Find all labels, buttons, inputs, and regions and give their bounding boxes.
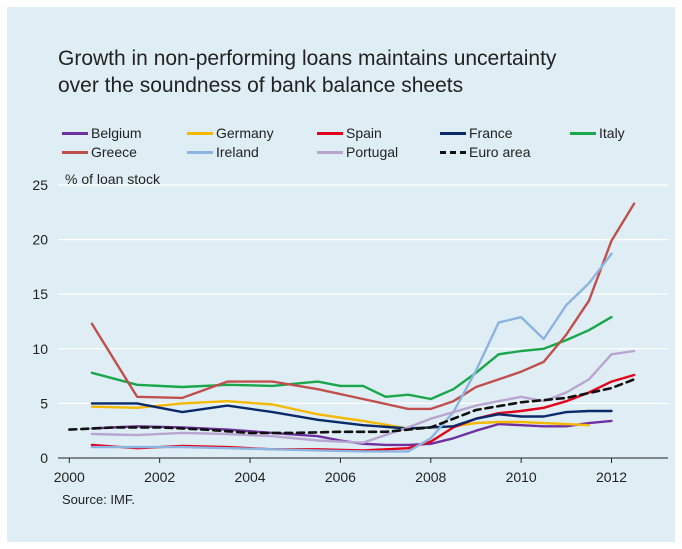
y-axis-unit-label: % of loan stock — [65, 171, 160, 187]
chart-title: Growth in non-performing loans maintains… — [58, 45, 658, 99]
source-note: Source: IMF. — [62, 492, 135, 507]
legend-label-greece: Greece — [91, 144, 137, 160]
legend-swatch-spain — [317, 131, 343, 135]
legend-label-italy: Italy — [599, 125, 625, 141]
chart-legend: Belgium Germany Spain France Italy Greec… — [62, 125, 662, 163]
x-tick-label-2008: 2008 — [415, 469, 446, 485]
series-line-portugal — [90, 349, 636, 444]
x-tick-label-2000: 2000 — [54, 469, 85, 485]
legend-label-belgium: Belgium — [91, 125, 142, 141]
series-lines — [68, 202, 636, 453]
axes: 2000 2002 2004 2006 2008 2010 2012 0 5 10 15 20 25 — [32, 177, 668, 485]
legend-label-spain: Spain — [346, 125, 382, 141]
gridlines — [58, 184, 668, 404]
y-tick-label-15: 15 — [32, 286, 48, 302]
legend-item-spain: Spain — [317, 125, 382, 141]
y-tick-label-25: 25 — [32, 177, 48, 193]
chart-panel — [7, 7, 675, 542]
legend-label-germany: Germany — [216, 125, 274, 141]
legend-swatch-france — [440, 131, 466, 135]
series-line-greece — [90, 202, 636, 411]
legend-item-ireland: Ireland — [187, 144, 259, 160]
chart-title-line-1: Growth in non-performing loans maintains… — [58, 47, 557, 70]
x-tick-label-2002: 2002 — [144, 469, 175, 485]
y-tick-label-10: 10 — [32, 341, 48, 357]
x-tick-label-2006: 2006 — [325, 469, 356, 485]
legend-item-belgium: Belgium — [62, 125, 142, 141]
series-line-euro-area — [68, 378, 636, 435]
legend-swatch-greece — [62, 150, 88, 154]
legend-item-italy: Italy — [570, 125, 625, 141]
x-tick-label-2010: 2010 — [506, 469, 537, 485]
legend-label-euro-area: Euro area — [469, 144, 531, 160]
legend-swatch-euro-area — [440, 150, 466, 154]
x-tick-label-2004: 2004 — [234, 469, 265, 485]
chart-title-line-2: over the soundness of bank balance sheet… — [58, 74, 464, 97]
legend-swatch-belgium — [62, 131, 88, 135]
y-tick-label-0: 0 — [40, 450, 48, 466]
legend-item-france: France — [440, 125, 513, 141]
legend-item-greece: Greece — [62, 144, 137, 160]
legend-swatch-germany — [187, 131, 213, 135]
legend-item-germany: Germany — [187, 125, 274, 141]
y-tick-label-5: 5 — [40, 395, 48, 411]
series-line-ireland — [90, 252, 613, 453]
x-tick-label-2012: 2012 — [596, 469, 627, 485]
series-line-belgium — [90, 419, 613, 447]
legend-label-ireland: Ireland — [216, 144, 259, 160]
legend-swatch-ireland — [187, 150, 213, 154]
legend-label-portugal: Portugal — [346, 144, 399, 160]
legend-label-france: France — [469, 125, 513, 141]
legend-item-euro-area: Euro area — [440, 144, 530, 160]
legend-swatch-italy — [570, 131, 596, 135]
legend-swatch-portugal — [317, 150, 343, 154]
series-line-italy — [90, 315, 613, 401]
y-tick-label-20: 20 — [32, 232, 48, 248]
legend-item-portugal: Portugal — [317, 144, 398, 160]
